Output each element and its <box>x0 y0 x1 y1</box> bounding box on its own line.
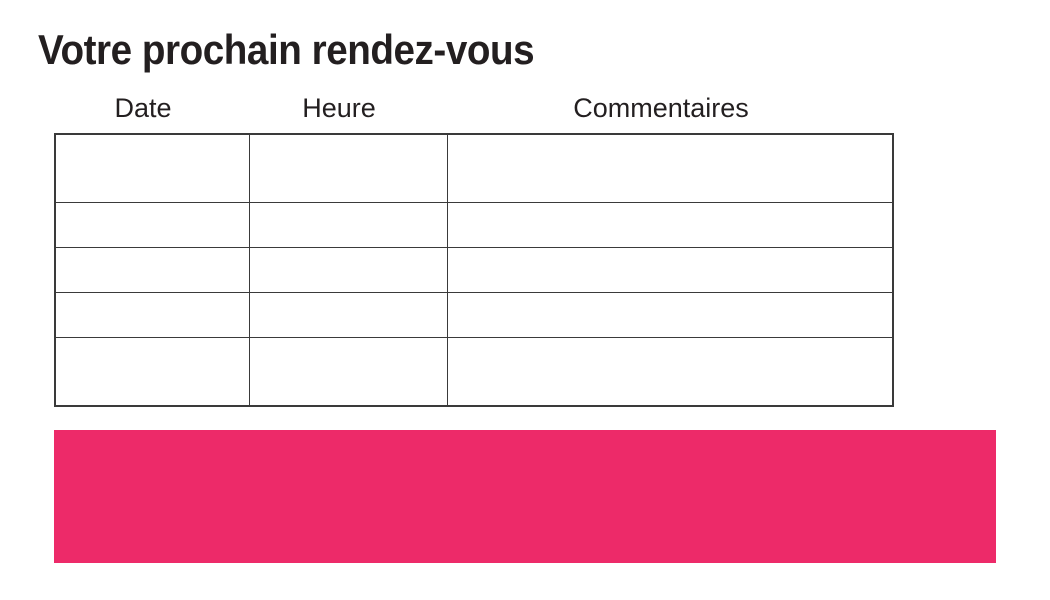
table-cell-commentaires <box>446 133 894 203</box>
table-row <box>54 201 894 248</box>
accent-banner <box>54 430 996 563</box>
table-row <box>54 133 894 203</box>
table-cell-date <box>54 246 250 294</box>
table-cell-date <box>54 133 250 203</box>
table-cell-heure <box>248 246 448 294</box>
column-header-heure: Heure <box>302 93 376 123</box>
table-cell-commentaires <box>446 337 894 407</box>
table-cell-date <box>54 337 250 407</box>
column-header-commentaires: Commentaires <box>573 93 749 123</box>
table-cell-heure <box>248 201 448 248</box>
table-cell-heure <box>248 133 448 203</box>
table-cell-date <box>54 292 250 339</box>
table-cell-heure <box>248 292 448 339</box>
table-row <box>54 337 894 407</box>
table-header-row: Date Heure Commentaires <box>46 92 884 124</box>
appointments-table <box>54 133 894 407</box>
table-cell-commentaires <box>446 201 894 248</box>
table-row <box>54 246 894 294</box>
column-header-date: Date <box>114 93 172 123</box>
page-title: Votre prochain rendez-vous <box>38 26 535 73</box>
table-row <box>54 292 894 339</box>
appointments-table-body <box>54 133 894 407</box>
table-cell-date <box>54 201 250 248</box>
table-cell-commentaires <box>446 292 894 339</box>
table-cell-commentaires <box>446 246 894 294</box>
table-cell-heure <box>248 337 448 407</box>
